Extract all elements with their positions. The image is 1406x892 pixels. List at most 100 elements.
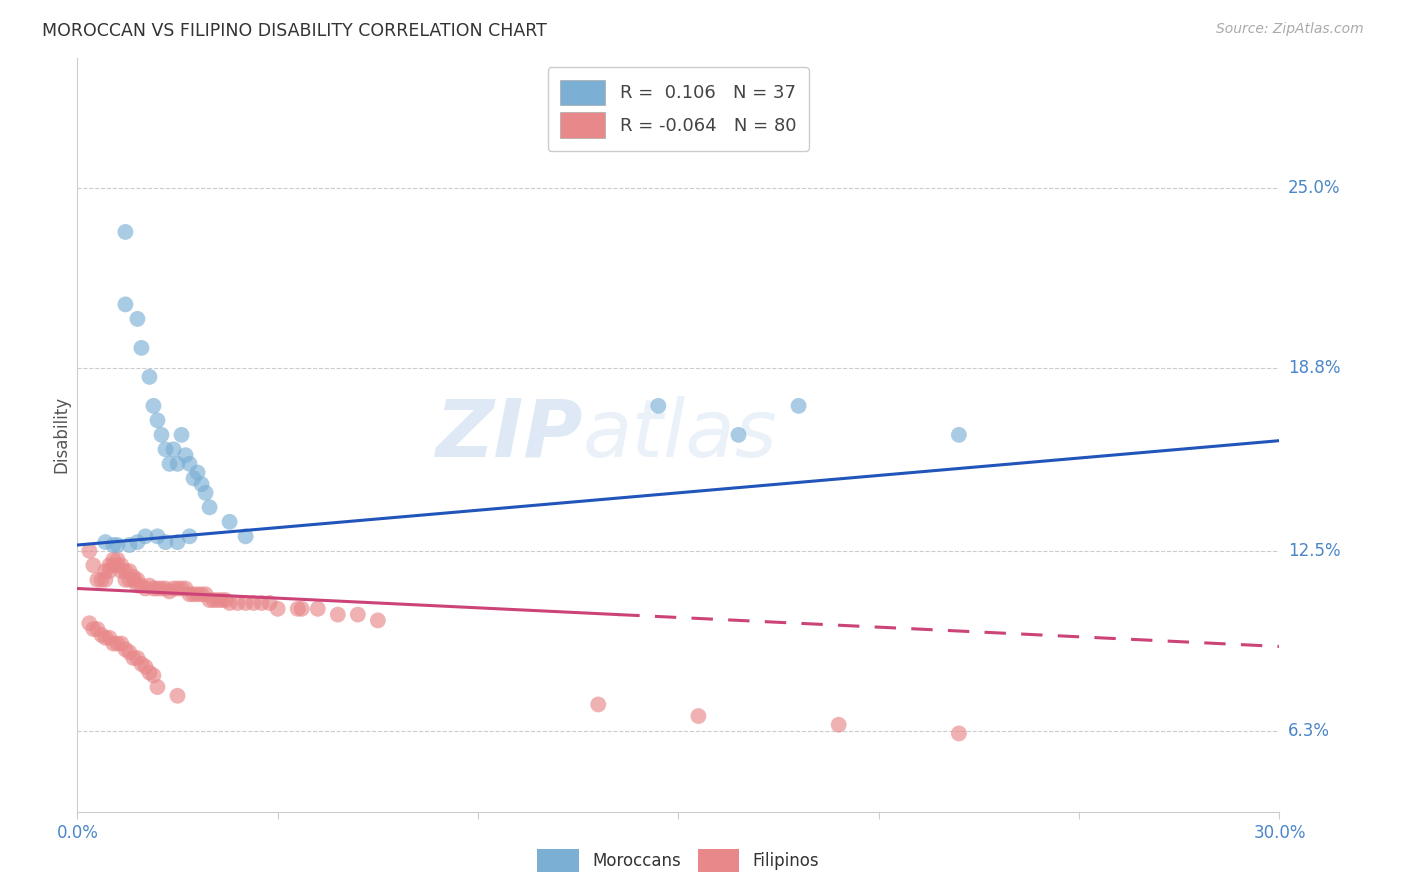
Text: MOROCCAN VS FILIPINO DISABILITY CORRELATION CHART: MOROCCAN VS FILIPINO DISABILITY CORRELAT… [42, 22, 547, 40]
Point [98, 564, 121, 578]
Point [142, 668, 165, 682]
Point [179, 457, 201, 471]
Point [146, 413, 169, 427]
Point [207, 593, 229, 607]
Point [166, 535, 188, 549]
Point [166, 457, 188, 471]
Point [79, 616, 101, 631]
Point [86, 622, 108, 636]
Point [146, 582, 169, 596]
Point [107, 538, 129, 552]
Point [235, 596, 257, 610]
Point [174, 448, 197, 462]
Point [146, 680, 169, 694]
Point [107, 558, 129, 573]
Point [138, 370, 160, 384]
Point [107, 552, 129, 566]
Point [162, 582, 184, 596]
Point [122, 570, 145, 584]
Point [127, 573, 149, 587]
Point [307, 602, 329, 616]
Point [103, 558, 125, 573]
Point [194, 587, 217, 601]
Point [103, 552, 125, 566]
Point [114, 642, 136, 657]
Point [94, 631, 117, 645]
Point [118, 538, 141, 552]
Point [98, 631, 121, 645]
Point [142, 399, 165, 413]
Point [198, 500, 221, 515]
Point [235, 529, 257, 543]
Point [291, 602, 314, 616]
Point [190, 477, 212, 491]
Point [948, 427, 970, 442]
Point [131, 579, 153, 593]
Point [179, 587, 201, 601]
Text: 6.3%: 6.3% [1288, 722, 1330, 739]
Point [98, 558, 121, 573]
Point [94, 573, 117, 587]
Point [146, 529, 169, 543]
Point [202, 593, 225, 607]
Point [138, 579, 160, 593]
Point [110, 637, 132, 651]
Point [588, 698, 610, 712]
Point [142, 582, 165, 596]
Point [134, 529, 156, 543]
Point [1389, 427, 1406, 442]
Point [183, 587, 205, 601]
Text: atlas: atlas [582, 396, 778, 474]
Point [162, 442, 184, 457]
Point [242, 596, 264, 610]
Point [166, 582, 188, 596]
Point [250, 596, 273, 610]
Point [138, 665, 160, 680]
Point [787, 399, 810, 413]
Point [114, 564, 136, 578]
Point [131, 341, 153, 355]
Point [727, 427, 749, 442]
Point [198, 593, 221, 607]
Point [90, 628, 112, 642]
Point [127, 535, 149, 549]
Point [90, 573, 112, 587]
Point [287, 602, 309, 616]
Point [194, 485, 217, 500]
Point [170, 582, 193, 596]
Point [107, 637, 129, 651]
Point [134, 660, 156, 674]
Point [118, 564, 141, 578]
Point [122, 573, 145, 587]
Point [267, 602, 290, 616]
Point [214, 593, 236, 607]
Point [94, 564, 117, 578]
Y-axis label: Disability: Disability [52, 396, 70, 474]
Point [179, 529, 201, 543]
Point [118, 573, 141, 587]
Point [82, 622, 104, 636]
Point [174, 582, 197, 596]
Point [170, 427, 193, 442]
Point [150, 427, 173, 442]
Point [110, 558, 132, 573]
Point [828, 717, 851, 731]
Point [190, 587, 212, 601]
Point [218, 515, 240, 529]
Point [159, 584, 181, 599]
Point [259, 596, 281, 610]
Text: Source: ZipAtlas.com: Source: ZipAtlas.com [1216, 22, 1364, 37]
Point [367, 614, 389, 628]
Point [122, 651, 145, 665]
Legend: Moroccans, Filipinos: Moroccans, Filipinos [530, 842, 827, 879]
Point [103, 538, 125, 552]
Point [79, 543, 101, 558]
Point [94, 535, 117, 549]
Point [948, 726, 970, 740]
Point [131, 657, 153, 671]
Point [127, 312, 149, 326]
Point [114, 573, 136, 587]
Point [159, 457, 181, 471]
Point [326, 607, 349, 622]
Point [118, 645, 141, 659]
